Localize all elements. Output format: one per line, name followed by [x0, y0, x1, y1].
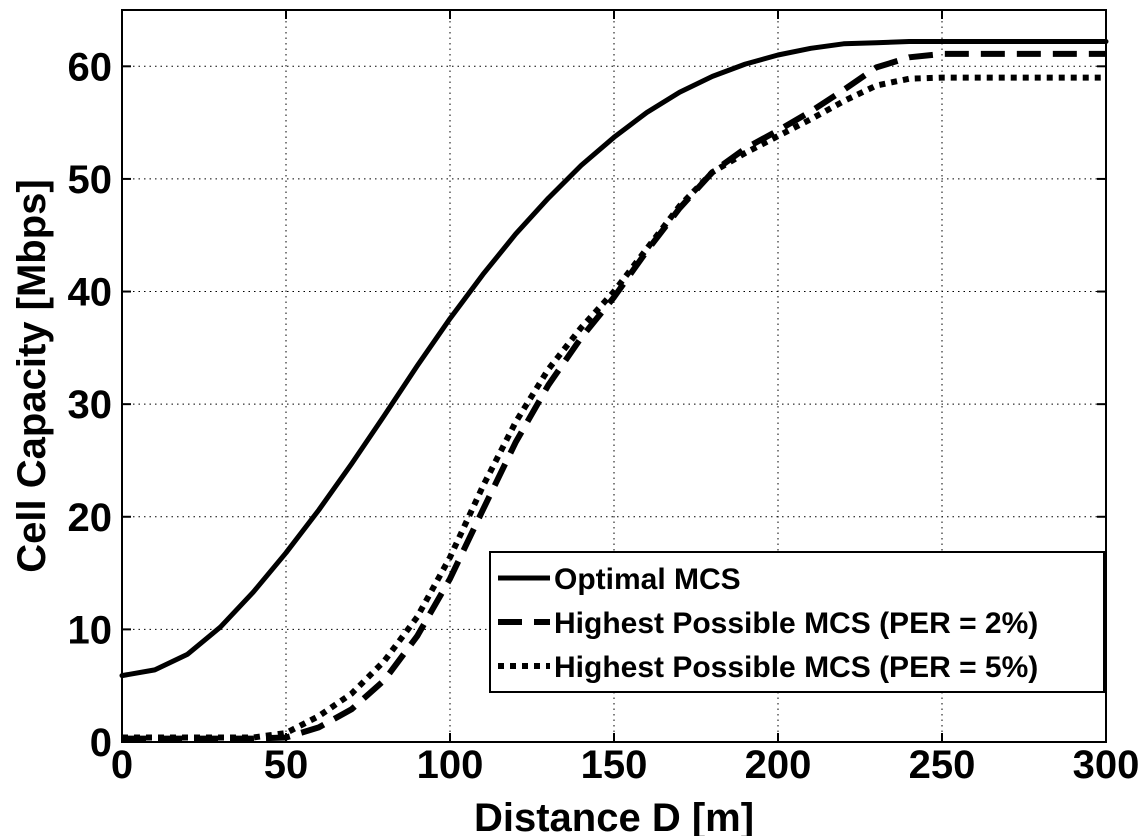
y-tick-label: 30	[68, 383, 113, 427]
x-tick-label: 150	[581, 743, 648, 787]
series-line-dotted	[122, 74, 1106, 741]
axis-ticks: 0 50 100 150 200 250 300 0 10 20 30 40 50 60	[68, 10, 1140, 787]
x-tick-label: 250	[909, 743, 976, 787]
x-tick-label: 50	[264, 743, 309, 787]
y-tick-label: 10	[68, 608, 113, 652]
y-tick-label: 0	[90, 721, 112, 765]
x-axis-label: Distance D [m]	[474, 796, 754, 836]
y-tick-label: 50	[68, 158, 113, 202]
y-axis-label: Cell Capacity [Mbps]	[10, 179, 54, 572]
x-tick-label: 200	[745, 743, 812, 787]
legend: Optimal MCS Highest Possible MCS (PER = …	[489, 551, 1105, 693]
legend-box	[489, 551, 1105, 693]
x-tick-label: 0	[111, 743, 133, 787]
y-tick-label: 60	[68, 45, 113, 89]
x-tick-label: 100	[417, 743, 484, 787]
series-line-solid	[119, 39, 1109, 679]
y-tick-label: 20	[68, 496, 113, 540]
y-tick-label: 40	[68, 271, 113, 315]
legend-label-per-2: Highest Possible MCS (PER = 2%)	[554, 607, 1038, 640]
x-tick-label: 300	[1073, 743, 1140, 787]
legend-label-per-5: Highest Possible MCS (PER = 5%)	[554, 651, 1038, 684]
legend-label-optimal-mcs: Optimal MCS	[554, 563, 741, 596]
